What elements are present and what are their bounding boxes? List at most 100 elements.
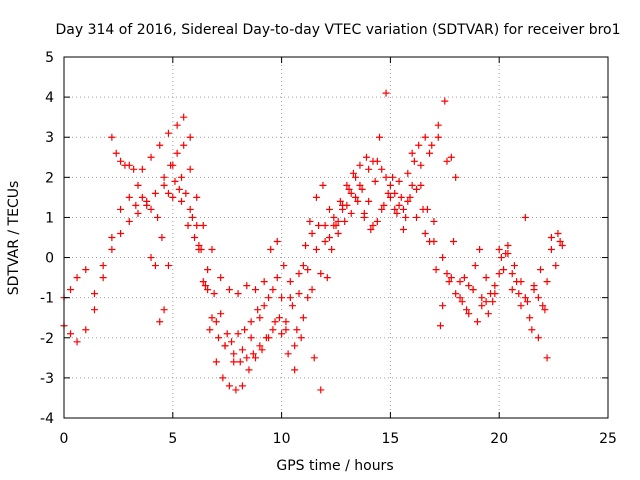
data-point [67, 330, 75, 338]
data-point [543, 278, 551, 286]
data-point [371, 177, 379, 185]
data-point [186, 133, 194, 141]
data-point [317, 386, 325, 394]
data-point [443, 157, 451, 165]
data-point [417, 181, 425, 189]
data-point [537, 266, 545, 274]
data-point [228, 338, 236, 346]
data-point [204, 286, 212, 294]
data-point [73, 338, 81, 346]
data-point [178, 173, 186, 181]
data-point [199, 221, 207, 229]
data-point [484, 310, 492, 318]
data-point [463, 306, 471, 314]
data-point [404, 197, 412, 205]
series-track-b [60, 161, 566, 366]
data-point [491, 282, 499, 290]
data-point [426, 149, 434, 157]
y-tick-label: 4 [45, 90, 54, 106]
data-point [147, 205, 155, 213]
data-point [521, 294, 529, 302]
data-point [138, 193, 146, 201]
data-point [158, 234, 166, 241]
data-point [502, 250, 510, 258]
data-point [178, 197, 186, 205]
data-point [547, 234, 555, 241]
data-point [323, 274, 331, 282]
data-point [197, 246, 205, 254]
data-point [225, 382, 233, 390]
data-point [173, 121, 181, 129]
data-point [143, 197, 151, 205]
data-point [304, 294, 312, 302]
data-point [541, 306, 549, 314]
data-point [339, 201, 347, 209]
data-point [208, 246, 216, 254]
data-point [249, 350, 257, 358]
data-point [426, 238, 434, 246]
data-point [238, 382, 246, 390]
data-point [495, 270, 503, 278]
data-point [295, 290, 303, 298]
data-point [397, 193, 405, 201]
data-point [352, 173, 360, 181]
data-point [352, 193, 360, 201]
data-point [286, 294, 294, 302]
x-tick-label: 10 [273, 431, 291, 447]
data-point [267, 246, 275, 254]
data-point [125, 217, 133, 225]
data-point [376, 133, 384, 141]
data-point [321, 238, 329, 246]
data-point [334, 217, 342, 225]
data-point [410, 157, 418, 165]
data-point [234, 290, 242, 298]
data-point [345, 185, 353, 193]
data-point [325, 234, 333, 241]
x-tick-label: 0 [60, 431, 69, 447]
data-point [282, 318, 290, 326]
data-point [212, 358, 220, 366]
series-track-e [147, 177, 551, 366]
data-point [389, 173, 397, 181]
y-tick-label: -3 [40, 371, 54, 387]
y-tick-label: -1 [40, 291, 54, 307]
data-point [243, 354, 251, 362]
data-point [504, 242, 512, 250]
data-point [336, 197, 344, 205]
data-point [260, 302, 268, 310]
data-point [530, 282, 538, 290]
data-point [291, 342, 299, 350]
x-tick-label: 25 [599, 431, 617, 447]
data-point [278, 330, 286, 338]
data-point [188, 213, 196, 221]
data-point [330, 213, 338, 221]
data-point [164, 129, 172, 137]
data-point [208, 314, 216, 322]
data-point [293, 326, 301, 334]
data-point [278, 294, 286, 302]
data-point [299, 262, 307, 270]
data-point [306, 217, 314, 225]
data-point [417, 161, 425, 169]
x-axis-title: GPS time / hours [276, 458, 393, 474]
data-point [154, 213, 162, 221]
y-axis-title: SDTVAR / TECUs [6, 181, 22, 296]
data-point [167, 161, 175, 169]
data-point [558, 242, 566, 250]
data-point [117, 157, 125, 165]
data-point [191, 234, 199, 241]
data-point [295, 270, 303, 278]
data-point [221, 342, 229, 350]
y-tick-label: 5 [45, 50, 54, 66]
data-point [347, 189, 355, 197]
data-point [173, 149, 181, 157]
data-point [439, 254, 447, 262]
data-point [156, 318, 164, 326]
data-point [473, 318, 481, 326]
data-point [508, 270, 516, 278]
data-point [443, 270, 451, 278]
data-point [256, 342, 264, 350]
data-point [391, 205, 399, 213]
data-point [408, 181, 416, 189]
data-point [134, 181, 142, 189]
